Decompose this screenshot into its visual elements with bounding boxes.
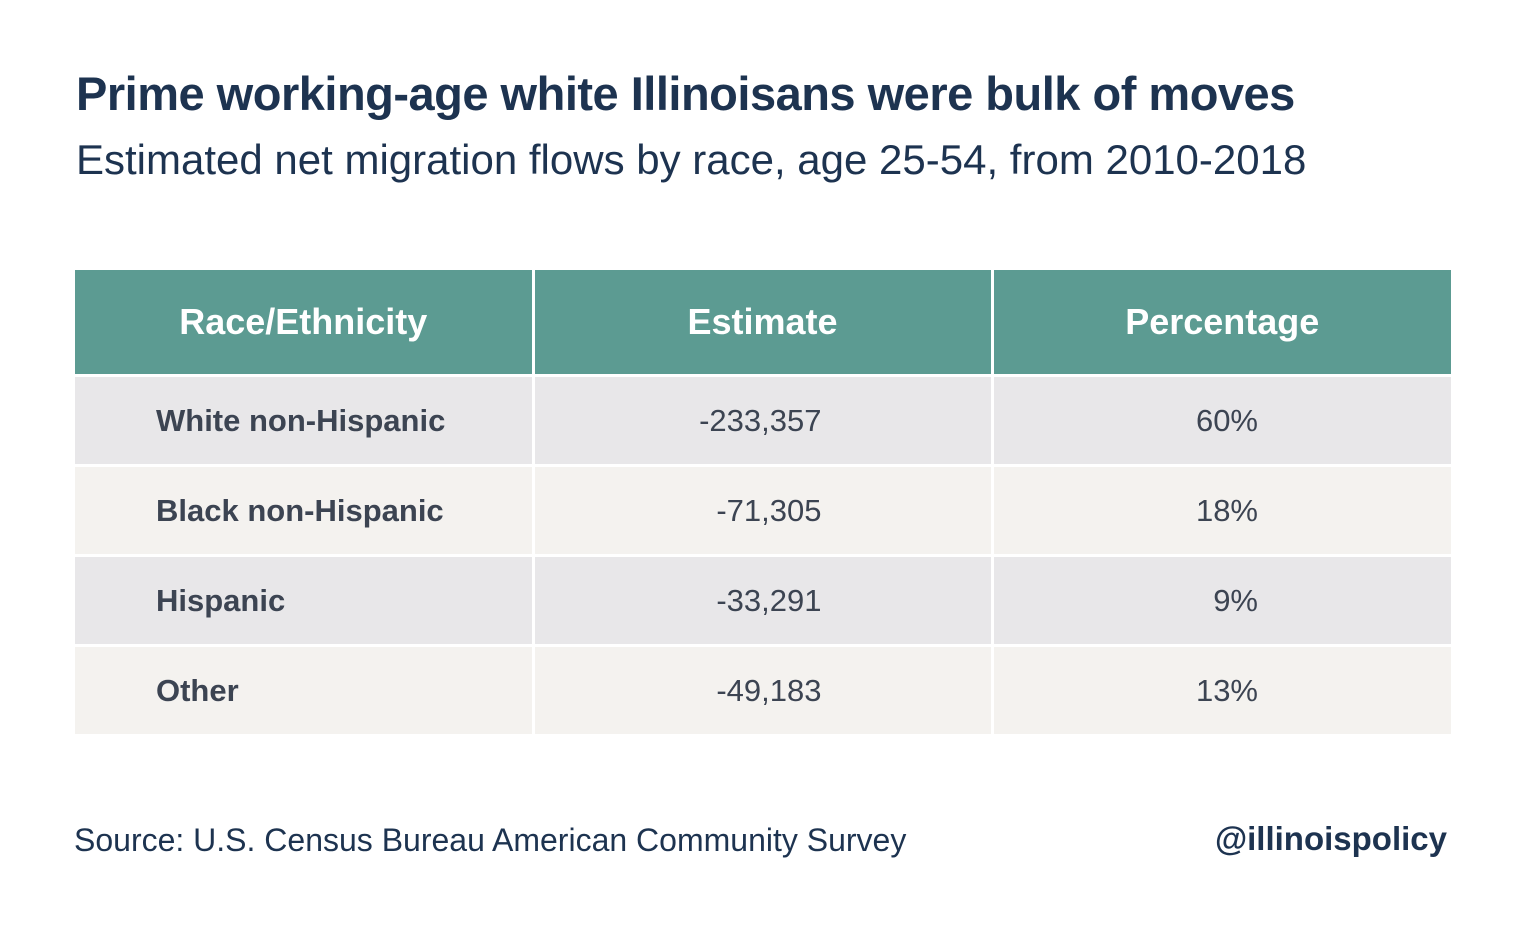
table-row: Other -49,183 13% bbox=[75, 645, 1451, 734]
race-cell: Hispanic bbox=[75, 555, 533, 646]
estimate-cell: -33,291 bbox=[531, 555, 992, 646]
race-cell: Black non-Hispanic bbox=[75, 465, 533, 556]
column-header-race: Race/Ethnicity bbox=[75, 270, 533, 376]
table-row: Black non-Hispanic -71,305 18% bbox=[75, 465, 1451, 556]
migration-table: Race/Ethnicity Estimate Percentage White… bbox=[75, 270, 1451, 734]
percentage-cell: 13% bbox=[990, 645, 1451, 734]
social-handle: @illinoispolicy bbox=[1214, 820, 1447, 857]
percentage-cell: 9% bbox=[990, 555, 1451, 646]
table-row: Hispanic -33,291 9% bbox=[75, 555, 1451, 646]
estimate-cell: -71,305 bbox=[531, 465, 992, 556]
table-row: White non-Hispanic -233,357 60% bbox=[75, 375, 1451, 466]
chart-title: Prime working-age white Illinoisans were… bbox=[76, 67, 1295, 120]
estimate-cell: -233,357 bbox=[531, 375, 992, 466]
percentage-cell: 60% bbox=[990, 375, 1451, 466]
column-header-percentage: Percentage bbox=[990, 270, 1451, 376]
percentage-cell: 18% bbox=[990, 465, 1451, 556]
table-header-row: Race/Ethnicity Estimate Percentage bbox=[75, 270, 1451, 376]
race-cell: Other bbox=[75, 645, 533, 734]
chart-subtitle: Estimated net migration flows by race, a… bbox=[76, 136, 1307, 183]
source-note: Source: U.S. Census Bureau American Comm… bbox=[74, 822, 907, 858]
race-cell: White non-Hispanic bbox=[75, 375, 533, 466]
column-header-estimate: Estimate bbox=[531, 270, 992, 376]
estimate-cell: -49,183 bbox=[531, 645, 992, 734]
